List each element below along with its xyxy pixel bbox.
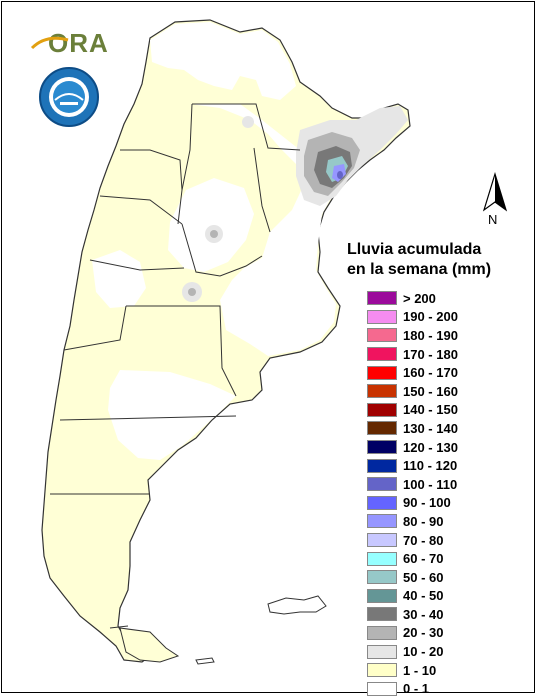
legend-swatch bbox=[367, 384, 397, 399]
legend-swatch bbox=[367, 421, 397, 436]
ora-logo: ORA bbox=[48, 28, 109, 59]
legend-label: 180 - 190 bbox=[403, 327, 458, 343]
legend-swatch bbox=[367, 402, 397, 417]
legend-label: 140 - 150 bbox=[403, 402, 458, 418]
legend-label: 100 - 110 bbox=[403, 476, 458, 492]
dry-region-patagonia bbox=[108, 370, 236, 460]
legend-label: 90 - 100 bbox=[403, 495, 451, 511]
legend-title: Lluvia acumulada en la semana (mm) bbox=[347, 240, 491, 280]
legend-row: 160 - 170 bbox=[367, 363, 458, 382]
legend-row: 170 - 180 bbox=[367, 345, 458, 364]
legend-label: > 200 bbox=[403, 290, 436, 306]
legend-row: 50 - 60 bbox=[367, 568, 458, 587]
legend-row: 130 - 140 bbox=[367, 419, 458, 438]
legend-row: 90 - 100 bbox=[367, 494, 458, 513]
legend-label: 110 - 120 bbox=[403, 458, 458, 474]
legend-label: 80 - 90 bbox=[403, 513, 444, 529]
legend-swatch bbox=[367, 328, 397, 343]
legend-row: 60 - 70 bbox=[367, 549, 458, 568]
legend-label: 130 - 140 bbox=[403, 420, 458, 436]
legend-label: 190 - 200 bbox=[403, 309, 458, 325]
legend-row: 10 - 20 bbox=[367, 642, 458, 661]
legend-row: > 200 bbox=[367, 289, 458, 308]
legend-row: 140 - 150 bbox=[367, 401, 458, 420]
legend-title-line2: en la semana (mm) bbox=[347, 261, 492, 278]
legend-label: 1 - 10 bbox=[403, 662, 437, 678]
legend-row: 100 - 110 bbox=[367, 475, 458, 494]
legend-row: 40 - 50 bbox=[367, 587, 458, 606]
rain-100-110-ne bbox=[337, 171, 343, 179]
legend-swatch bbox=[367, 644, 397, 659]
legend-row: 110 - 120 bbox=[367, 456, 458, 475]
legend-swatch bbox=[367, 514, 397, 529]
legend-row: 120 - 130 bbox=[367, 438, 458, 457]
legend-swatch bbox=[367, 365, 397, 380]
legend-swatch bbox=[367, 477, 397, 492]
legend-swatch bbox=[367, 495, 397, 510]
rainfall-legend: > 200 190 - 200 180 - 190 170 - 180 160 - 17… bbox=[367, 289, 458, 698]
legend-label: 50 - 60 bbox=[403, 569, 444, 585]
legend-row: 180 - 190 bbox=[367, 326, 458, 345]
legend-label: 20 - 30 bbox=[403, 625, 444, 641]
legend-row: 0 - 1 bbox=[367, 679, 458, 698]
legend-row: 30 - 40 bbox=[367, 605, 458, 624]
legend-label: 120 - 130 bbox=[403, 439, 458, 455]
legend-row: 20 - 30 bbox=[367, 624, 458, 643]
legend-swatch bbox=[367, 440, 397, 455]
tierra-del-fuego bbox=[119, 627, 180, 663]
legend-swatch bbox=[367, 458, 397, 473]
legend-label: 70 - 80 bbox=[403, 532, 444, 548]
ora-logo-swoosh-icon bbox=[30, 36, 69, 50]
rain-spot-cordoba-core bbox=[210, 230, 218, 238]
legend-label: 160 - 170 bbox=[403, 365, 458, 381]
legend-label: 150 - 160 bbox=[403, 383, 458, 399]
north-arrow-icon bbox=[482, 172, 508, 212]
legend-row: 150 - 160 bbox=[367, 382, 458, 401]
north-arrow-label: N bbox=[488, 212, 498, 227]
legend-label: 60 - 70 bbox=[403, 551, 444, 567]
legend-row: 1 - 10 bbox=[367, 661, 458, 680]
ora-logo-text: ORA bbox=[48, 28, 109, 58]
legend-label: 30 - 40 bbox=[403, 606, 444, 622]
legend-swatch bbox=[367, 681, 397, 696]
legend-label: 10 - 20 bbox=[403, 644, 444, 660]
legend-swatch bbox=[367, 347, 397, 362]
dry-region-west bbox=[92, 250, 146, 308]
legend-swatch bbox=[367, 551, 397, 566]
legend-label: 0 - 1 bbox=[403, 681, 430, 697]
malvinas-islands bbox=[267, 595, 327, 615]
province-borders bbox=[50, 103, 301, 629]
legend-row: 190 - 200 bbox=[367, 308, 458, 327]
legend-swatch bbox=[367, 291, 397, 306]
legend-swatch bbox=[367, 533, 397, 548]
legend-swatch bbox=[367, 625, 397, 640]
legend-row: 80 - 90 bbox=[367, 512, 458, 531]
legend-swatch bbox=[367, 309, 397, 324]
legend-label: 170 - 180 bbox=[403, 346, 458, 362]
legend-row: 70 - 80 bbox=[367, 531, 458, 550]
legend-label: 40 - 50 bbox=[403, 588, 444, 604]
legend-title-line1: Lluvia acumulada bbox=[347, 241, 482, 258]
isla-de-los-estados bbox=[195, 657, 215, 665]
legend-swatch bbox=[367, 570, 397, 585]
legend-swatch bbox=[367, 607, 397, 622]
smn-seal-icon bbox=[39, 67, 99, 127]
rain-spot-north bbox=[242, 116, 254, 128]
legend-swatch bbox=[367, 588, 397, 603]
dry-region-north bbox=[150, 22, 296, 100]
rain-spot-south-core bbox=[188, 288, 196, 296]
legend-swatch bbox=[367, 663, 397, 678]
